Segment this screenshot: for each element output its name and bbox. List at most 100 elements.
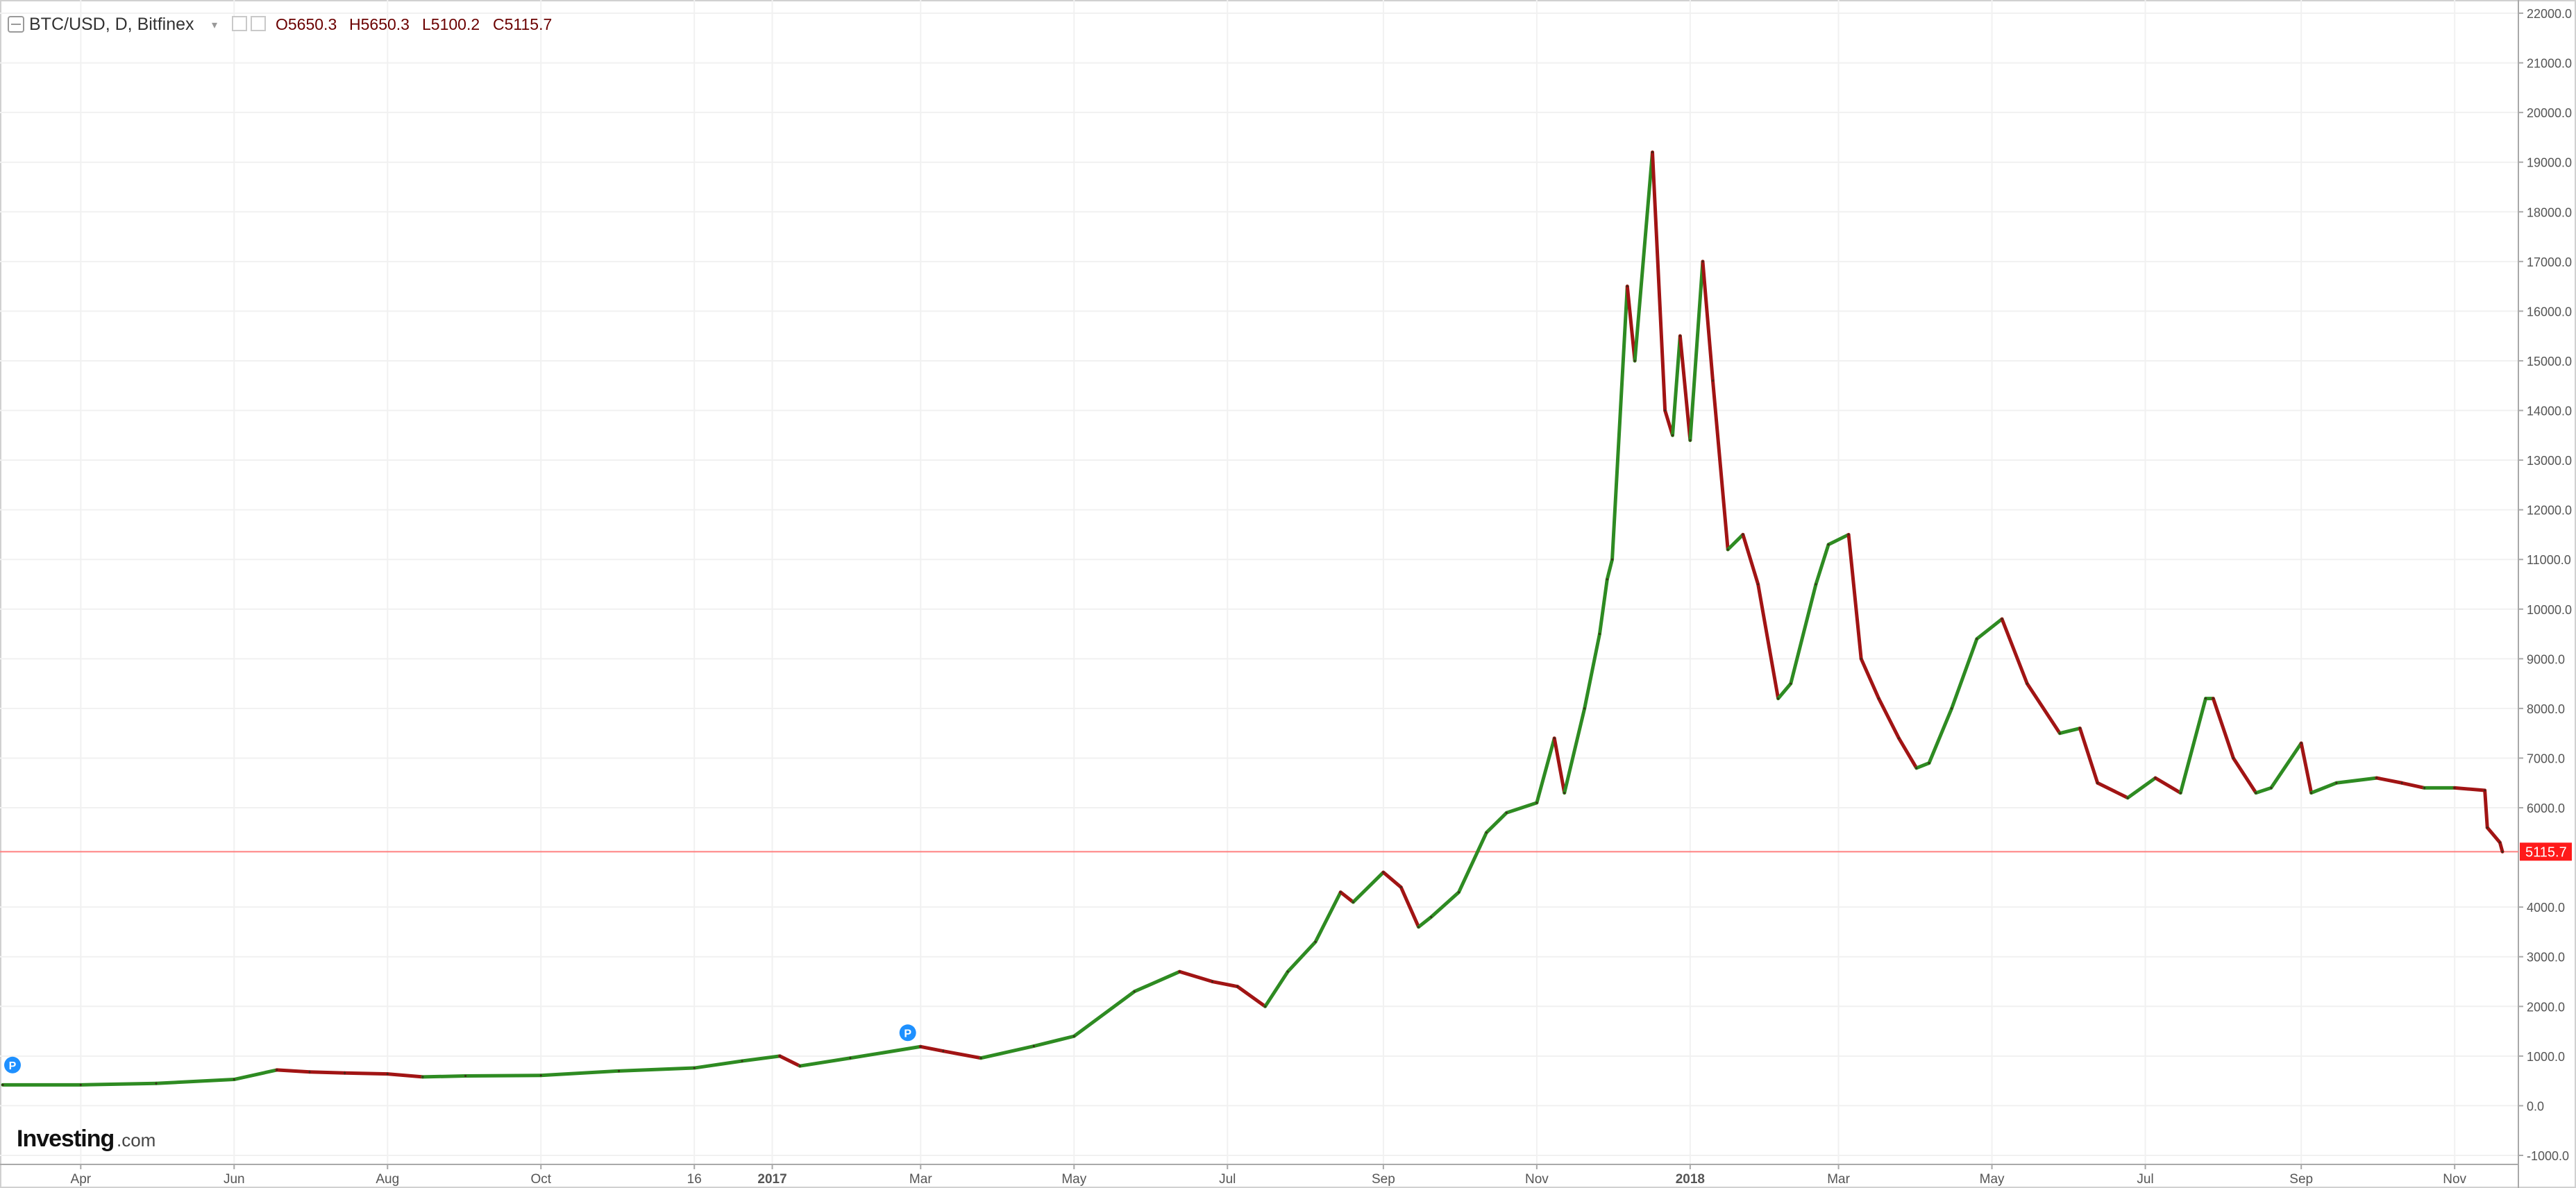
data-point xyxy=(2232,756,2234,759)
price-segment xyxy=(1789,582,1818,686)
data-point xyxy=(1236,985,1239,988)
data-point xyxy=(2078,727,2081,730)
data-point xyxy=(1505,811,1508,814)
ohlc-open: O5650.3 xyxy=(276,15,337,33)
data-point xyxy=(2255,792,2257,795)
price-segment xyxy=(1710,379,1730,552)
data-point xyxy=(1032,1045,1035,1048)
data-point xyxy=(2375,777,2378,779)
x-tick-label: Jun xyxy=(224,1172,245,1187)
price-segment xyxy=(1651,150,1667,413)
data-point xyxy=(2498,841,2501,844)
ohlc-high: H5650.3 xyxy=(349,15,410,33)
y-tick-label: -1000.0 xyxy=(2527,1149,2569,1163)
data-point xyxy=(1458,891,1460,894)
data-point xyxy=(1742,533,1744,536)
event-marker-icon xyxy=(899,1024,916,1042)
investing-logo: Investing .com xyxy=(17,1126,155,1152)
price-segment xyxy=(1429,890,1461,919)
data-point xyxy=(1485,831,1488,834)
data-point xyxy=(1915,767,1918,770)
data-point xyxy=(1951,707,1953,710)
data-point xyxy=(2423,786,2426,789)
data-point xyxy=(693,1067,696,1069)
y-tick-label: 9000.0 xyxy=(2527,652,2565,666)
settings-icon[interactable] xyxy=(232,16,247,31)
price-segment xyxy=(1417,915,1433,929)
data-point xyxy=(1072,1035,1075,1037)
price-segment xyxy=(2078,727,2100,785)
price-segment xyxy=(1132,969,1181,994)
data-point xyxy=(1626,285,1628,288)
data-point xyxy=(1553,737,1556,740)
data-point xyxy=(1726,548,1729,551)
price-segment xyxy=(1859,656,1881,701)
price-segment xyxy=(848,1044,923,1060)
price-segment xyxy=(1313,890,1342,944)
x-tick-label: May xyxy=(1980,1172,2005,1187)
price-segment xyxy=(1678,334,1692,442)
chevron-down-icon[interactable]: ▾ xyxy=(212,19,217,31)
price-segment xyxy=(2375,776,2404,785)
data-point xyxy=(2058,732,2061,735)
price-segment xyxy=(740,1054,782,1063)
close-icon[interactable] xyxy=(251,16,266,31)
price-segment xyxy=(2025,681,2062,736)
price-segment xyxy=(1756,582,1781,701)
price-segment xyxy=(2334,776,2379,785)
price-segment xyxy=(1583,632,1601,711)
y-tick-label: 14000.0 xyxy=(2527,405,2572,418)
y-tick-label: 18000.0 xyxy=(2527,205,2572,219)
data-point xyxy=(1606,578,1608,581)
data-point xyxy=(1430,915,1433,918)
data-point xyxy=(464,1074,467,1077)
data-point xyxy=(942,1050,945,1053)
x-tick-label: Aug xyxy=(376,1172,399,1187)
data-point xyxy=(1860,657,1862,660)
x-tick-label: Sep xyxy=(2289,1172,2313,1187)
data-point xyxy=(2453,786,2456,789)
x-tick-label: 2017 xyxy=(757,1172,786,1187)
data-point xyxy=(539,1074,542,1077)
price-segment xyxy=(1457,831,1488,894)
data-point xyxy=(2179,792,2182,795)
price-segment xyxy=(1381,870,1403,890)
logo-brand: Investing xyxy=(17,1126,114,1152)
grid xyxy=(0,0,2518,1164)
data-point xyxy=(2310,792,2313,795)
y-tick-label: 7000.0 xyxy=(2527,752,2565,765)
price-segment xyxy=(1605,557,1615,582)
y-tick-label: 15000.0 xyxy=(2527,355,2572,368)
price-segment xyxy=(1072,990,1136,1038)
data-point xyxy=(1711,380,1714,382)
price-segment xyxy=(692,1059,744,1070)
price-segment xyxy=(232,1068,279,1082)
markers: PP xyxy=(4,1024,916,1074)
price-segment xyxy=(2485,826,2502,845)
data-point xyxy=(1701,260,1704,263)
price-segment xyxy=(798,1056,852,1068)
price-segment xyxy=(777,1054,802,1068)
data-point xyxy=(233,1078,235,1081)
price-segment xyxy=(385,1072,425,1079)
price-segment xyxy=(1688,260,1705,442)
symbol-title[interactable]: BTC/USD, D, Bitfinex xyxy=(29,15,194,34)
data-point xyxy=(386,1073,389,1076)
x-tick-label: Apr xyxy=(71,1172,92,1187)
data-point xyxy=(1535,801,1538,804)
data-point xyxy=(1928,762,1930,765)
price-segment xyxy=(2178,697,2208,795)
price-segment xyxy=(2125,776,2157,800)
price-segment xyxy=(979,1044,1036,1060)
data-point xyxy=(308,1071,311,1074)
x-tick-label: Jul xyxy=(2137,1172,2153,1187)
data-point xyxy=(1583,707,1586,710)
price-segment xyxy=(275,1068,312,1074)
ohlc-low: L5100.2 xyxy=(422,15,480,33)
data-point xyxy=(979,1057,982,1060)
price-segment xyxy=(1552,736,1567,795)
last-price-label: 5115.7 xyxy=(2525,845,2567,860)
y-tick-label: 17000.0 xyxy=(2527,255,2572,269)
